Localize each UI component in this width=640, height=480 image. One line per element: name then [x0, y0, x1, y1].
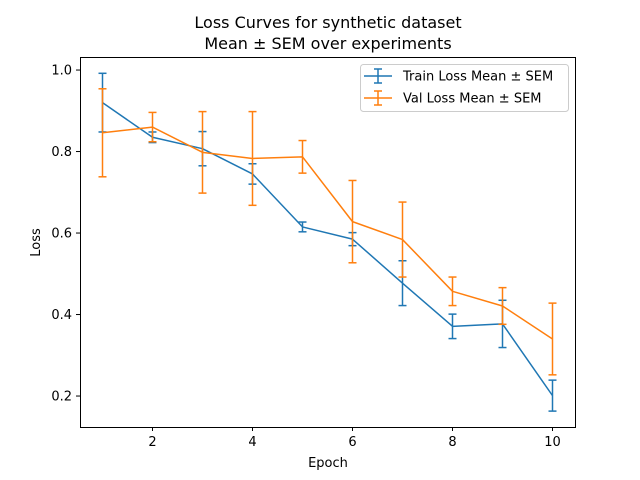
legend-box — [360, 64, 569, 112]
legend: Train Loss Mean ± SEM Val Loss Mean ± SEM — [360, 64, 569, 112]
x-tick-label: 10 — [544, 435, 561, 450]
series-1 — [98, 88, 557, 376]
y-tick-label: 0.2 — [51, 390, 72, 405]
x-tick-label: 4 — [248, 435, 256, 450]
chart-title: Loss Curves for synthetic dataset — [194, 13, 461, 32]
series-0 — [98, 72, 557, 412]
x-tick-label: 6 — [348, 435, 356, 450]
y-tick-label: 0.4 — [51, 308, 72, 323]
legend-entry: Val Loss Mean ± SEM — [364, 90, 542, 107]
tick-layer: 2 4 6 8 10 0.2 0.4 0.6 0.8 1.0 — [51, 64, 560, 450]
y-tick-label: 0.8 — [51, 145, 72, 160]
y-tick-label: 1.0 — [51, 64, 72, 79]
y-tick-label: 0.6 — [51, 227, 72, 242]
series-line — [102, 102, 554, 397]
y-axis-label: Loss — [29, 228, 44, 257]
series-layer — [98, 72, 557, 412]
chart-subtitle: Mean ± SEM over experiments — [204, 34, 451, 53]
x-tick-label: 2 — [148, 435, 156, 450]
legend-label: Train Loss Mean ± SEM — [402, 70, 553, 85]
legend-label: Val Loss Mean ± SEM — [403, 92, 542, 107]
legend-entry: Train Loss Mean ± SEM — [364, 68, 553, 85]
x-axis-label: Epoch — [308, 456, 348, 471]
x-tick-label: 8 — [448, 435, 456, 450]
series-line — [102, 126, 553, 340]
plot-frame — [80, 57, 576, 428]
